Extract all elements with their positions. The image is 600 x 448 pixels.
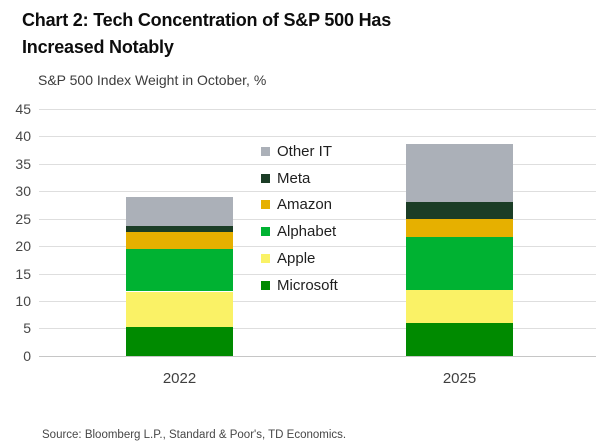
legend-item-apple: Apple: [261, 245, 315, 272]
y-tick-label-35: 35: [15, 155, 31, 172]
legend-swatch-alphabet: [261, 227, 270, 237]
y-tick-label-45: 45: [15, 101, 31, 117]
x-tick-label-2025: 2025: [442, 370, 477, 387]
legend-label-microsoft: Microsoft: [277, 277, 338, 295]
gridline-5: [39, 328, 596, 330]
bar-2022-segment-amazon: [126, 231, 233, 250]
bar-2022-segment-microsoft: [126, 326, 233, 356]
gridline-20: [39, 246, 596, 248]
gridline-45: [39, 109, 596, 110]
chart-subtitle: S&P 500 Index Weight in October, %: [38, 72, 267, 88]
bar-2025-segment-meta: [406, 202, 513, 219]
y-tick-label-30: 30: [15, 183, 31, 200]
y-tick-label-0: 0: [23, 347, 31, 364]
y-tick-label-40: 40: [15, 128, 31, 145]
gridline-30: [39, 191, 596, 193]
gridline-35: [39, 163, 596, 165]
legend-label-alphabet: Alphabet: [277, 223, 337, 241]
bar-2022-segment-meta: [126, 225, 233, 232]
legend-swatch-amazon: [261, 200, 270, 210]
legend-item-alphabet: Alphabet: [261, 218, 336, 245]
legend-swatch-other-it: [261, 146, 270, 156]
y-tick-label-25: 25: [15, 210, 31, 227]
legend-label-amazon: Amazon: [277, 196, 333, 214]
bar-2025-segment-other-it: [406, 144, 513, 203]
legend-swatch-meta: [261, 173, 270, 183]
gridline-10: [39, 300, 596, 302]
x-axis-line: [39, 355, 596, 357]
y-tick-label-10: 10: [15, 292, 31, 309]
bar-2022-segment-other-it: [126, 197, 233, 226]
legend-swatch-microsoft: [261, 281, 270, 291]
y-tick-label-5: 5: [23, 320, 31, 337]
bar-2025-segment-apple: [406, 289, 513, 323]
legend-label-apple: Apple: [277, 250, 316, 268]
source-note: Source: Bloomberg L.P., Standard & Poor'…: [42, 429, 347, 441]
plot-area: 0 5 10 15 20 25 30 35 40 45 2022 2025 Other IT Meta…: [15, 101, 596, 387]
legend-item-amazon: Amazon: [261, 191, 332, 218]
bar-2025-segment-amazon: [406, 218, 513, 238]
legend-item-meta: Meta: [261, 165, 310, 192]
bar-2025-segment-microsoft: [406, 322, 513, 356]
chart-title-line1: Chart 2: Tech Concentration of S&P 500 H…: [22, 10, 392, 30]
y-tick-label-15: 15: [15, 265, 31, 282]
bar-2022-segment-alphabet: [126, 249, 233, 292]
legend-swatch-apple: [261, 254, 270, 264]
x-tick-label-2022: 2022: [162, 370, 197, 387]
bar-2025-segment-alphabet: [406, 237, 513, 290]
y-tick-label-20: 20: [15, 238, 31, 255]
gridline-15: [39, 273, 596, 275]
gridline-25: [39, 218, 596, 220]
legend-label-other-it: Other IT: [277, 142, 333, 160]
legend-label-meta: Meta: [277, 169, 311, 187]
legend-item-microsoft: Microsoft: [261, 272, 338, 299]
bar-2022-segment-apple: [126, 291, 233, 327]
chart-title: Chart 2: Tech Concentration of S&P 500 H…: [22, 7, 542, 61]
legend-item-other-it: Other IT: [261, 138, 332, 165]
chart-title-line2: Increased Notably: [22, 37, 174, 57]
gridline-40: [39, 136, 596, 138]
